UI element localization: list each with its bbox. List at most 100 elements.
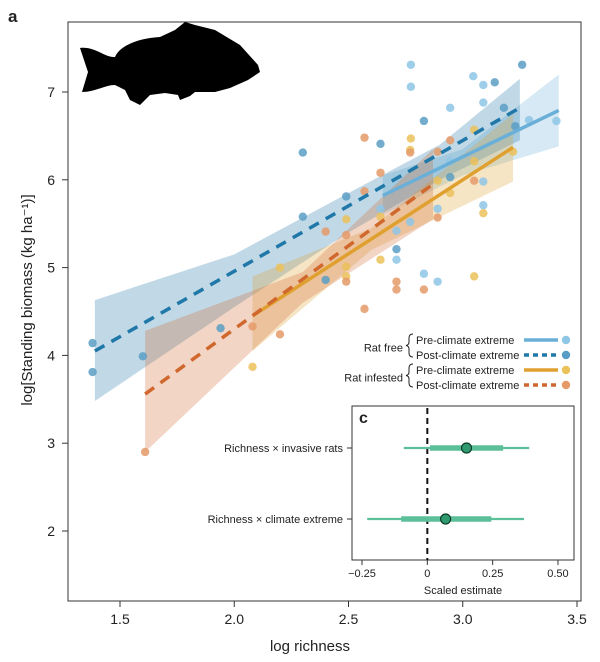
data-point bbox=[360, 304, 369, 314]
data-point bbox=[275, 263, 285, 272]
fish-silhouette-icon bbox=[80, 22, 260, 105]
data-point bbox=[479, 201, 488, 210]
x-tick-label: 2.5 bbox=[339, 611, 359, 627]
data-point bbox=[342, 277, 351, 286]
data-point bbox=[406, 82, 416, 91]
data-point bbox=[469, 71, 478, 81]
data-point bbox=[342, 215, 351, 224]
legend-point-swatch bbox=[561, 350, 571, 360]
data-point bbox=[490, 78, 499, 87]
data-point bbox=[216, 323, 225, 333]
legend-point-swatch bbox=[561, 335, 571, 345]
data-point bbox=[360, 133, 369, 142]
confidence-band bbox=[145, 149, 434, 452]
data-point bbox=[392, 226, 401, 235]
data-point bbox=[433, 204, 442, 213]
y-tick-label: 2 bbox=[47, 523, 55, 539]
x-tick-label: 3.0 bbox=[453, 611, 473, 627]
data-point bbox=[88, 338, 97, 348]
data-point bbox=[445, 136, 455, 145]
confidence-band bbox=[94, 78, 520, 402]
x-tick-label: 2.0 bbox=[225, 611, 245, 627]
inset-x-tick-label: 0 bbox=[424, 568, 430, 580]
y-tick-label: 4 bbox=[47, 347, 55, 363]
point-estimate bbox=[460, 442, 473, 454]
panel-label-a: a bbox=[8, 7, 18, 26]
data-point bbox=[479, 80, 488, 90]
data-point bbox=[405, 148, 415, 157]
data-point bbox=[342, 262, 351, 271]
data-point bbox=[406, 134, 416, 143]
inset-x-tick-label: 0.50 bbox=[547, 568, 568, 580]
data-point bbox=[479, 98, 488, 107]
point-estimate bbox=[440, 513, 452, 525]
data-point bbox=[433, 213, 442, 222]
data-point bbox=[298, 148, 307, 157]
legend-item-label: Pre-climate extreme bbox=[416, 365, 514, 377]
data-point bbox=[392, 277, 401, 286]
inset-x-axis-label: Scaled estimate bbox=[424, 585, 502, 597]
regression-line bbox=[144, 182, 435, 396]
legend-point-swatch bbox=[561, 365, 571, 375]
plot-frame bbox=[67, 21, 582, 602]
regression-line bbox=[251, 145, 514, 318]
data-point bbox=[140, 447, 150, 457]
regression-line bbox=[93, 106, 521, 353]
data-point bbox=[552, 116, 561, 126]
main-plot: 1.5 2.0 2.5 3.0 3.5 2 3 4 5 6 7 bbox=[47, 21, 587, 627]
legend-group-label: Rat free bbox=[364, 343, 403, 355]
legend-item-label: Pre-climate extreme bbox=[416, 335, 514, 347]
data-point bbox=[376, 139, 385, 149]
inset-frame bbox=[351, 405, 575, 561]
data-point bbox=[419, 116, 429, 126]
y-tick-label: 6 bbox=[47, 172, 55, 188]
data-point bbox=[321, 275, 330, 285]
data-point bbox=[392, 255, 401, 264]
y-tick-label: 5 bbox=[47, 260, 55, 276]
data-point bbox=[392, 285, 401, 294]
data-point bbox=[405, 217, 415, 227]
data-point bbox=[392, 244, 401, 254]
inset-plot-c: −0.25 0 0.25 0.50 Richness × invasive rats Ri… bbox=[208, 405, 575, 580]
legend-item-label: Post-climate extreme bbox=[416, 380, 519, 392]
data-point bbox=[511, 122, 520, 131]
x-tick-label: 1.5 bbox=[110, 611, 130, 627]
data-point bbox=[275, 330, 285, 339]
inset-row-label: Richness × climate extreme bbox=[208, 514, 343, 526]
data-point bbox=[376, 255, 385, 264]
x-axis-label: log richness bbox=[270, 638, 350, 655]
inset-x-tick-label: 0.25 bbox=[482, 568, 503, 580]
legend-point-swatch bbox=[561, 380, 571, 390]
data-point bbox=[376, 204, 385, 213]
legend-brace bbox=[405, 333, 414, 358]
data-point bbox=[406, 60, 416, 69]
data-point bbox=[479, 177, 488, 186]
data-point bbox=[138, 352, 148, 361]
inset-row-label: Richness × invasive rats bbox=[224, 443, 343, 455]
x-tick-label: 3.5 bbox=[567, 611, 587, 627]
legend-item-label: Post-climate extreme bbox=[416, 350, 519, 362]
inset-x-tick-label: −0.25 bbox=[348, 568, 376, 580]
panel-label-c: c bbox=[359, 410, 368, 427]
legend: Rat free Pre-climate extreme Post-climate … bbox=[344, 333, 571, 392]
data-point bbox=[445, 172, 455, 182]
data-point bbox=[376, 168, 385, 177]
data-point bbox=[433, 147, 442, 156]
data-point bbox=[469, 176, 479, 185]
data-point bbox=[469, 157, 479, 166]
data-point bbox=[321, 227, 330, 236]
data-point bbox=[433, 277, 442, 286]
data-point bbox=[433, 176, 442, 185]
data-point bbox=[479, 208, 488, 218]
data-point bbox=[517, 60, 527, 69]
legend-brace bbox=[405, 363, 414, 388]
data-point bbox=[248, 362, 257, 372]
data-point bbox=[88, 367, 97, 377]
legend-group-label: Rat infested bbox=[344, 373, 403, 385]
data-point bbox=[342, 230, 351, 240]
data-point bbox=[376, 212, 385, 221]
data-point bbox=[419, 285, 429, 294]
data-point bbox=[469, 272, 479, 281]
